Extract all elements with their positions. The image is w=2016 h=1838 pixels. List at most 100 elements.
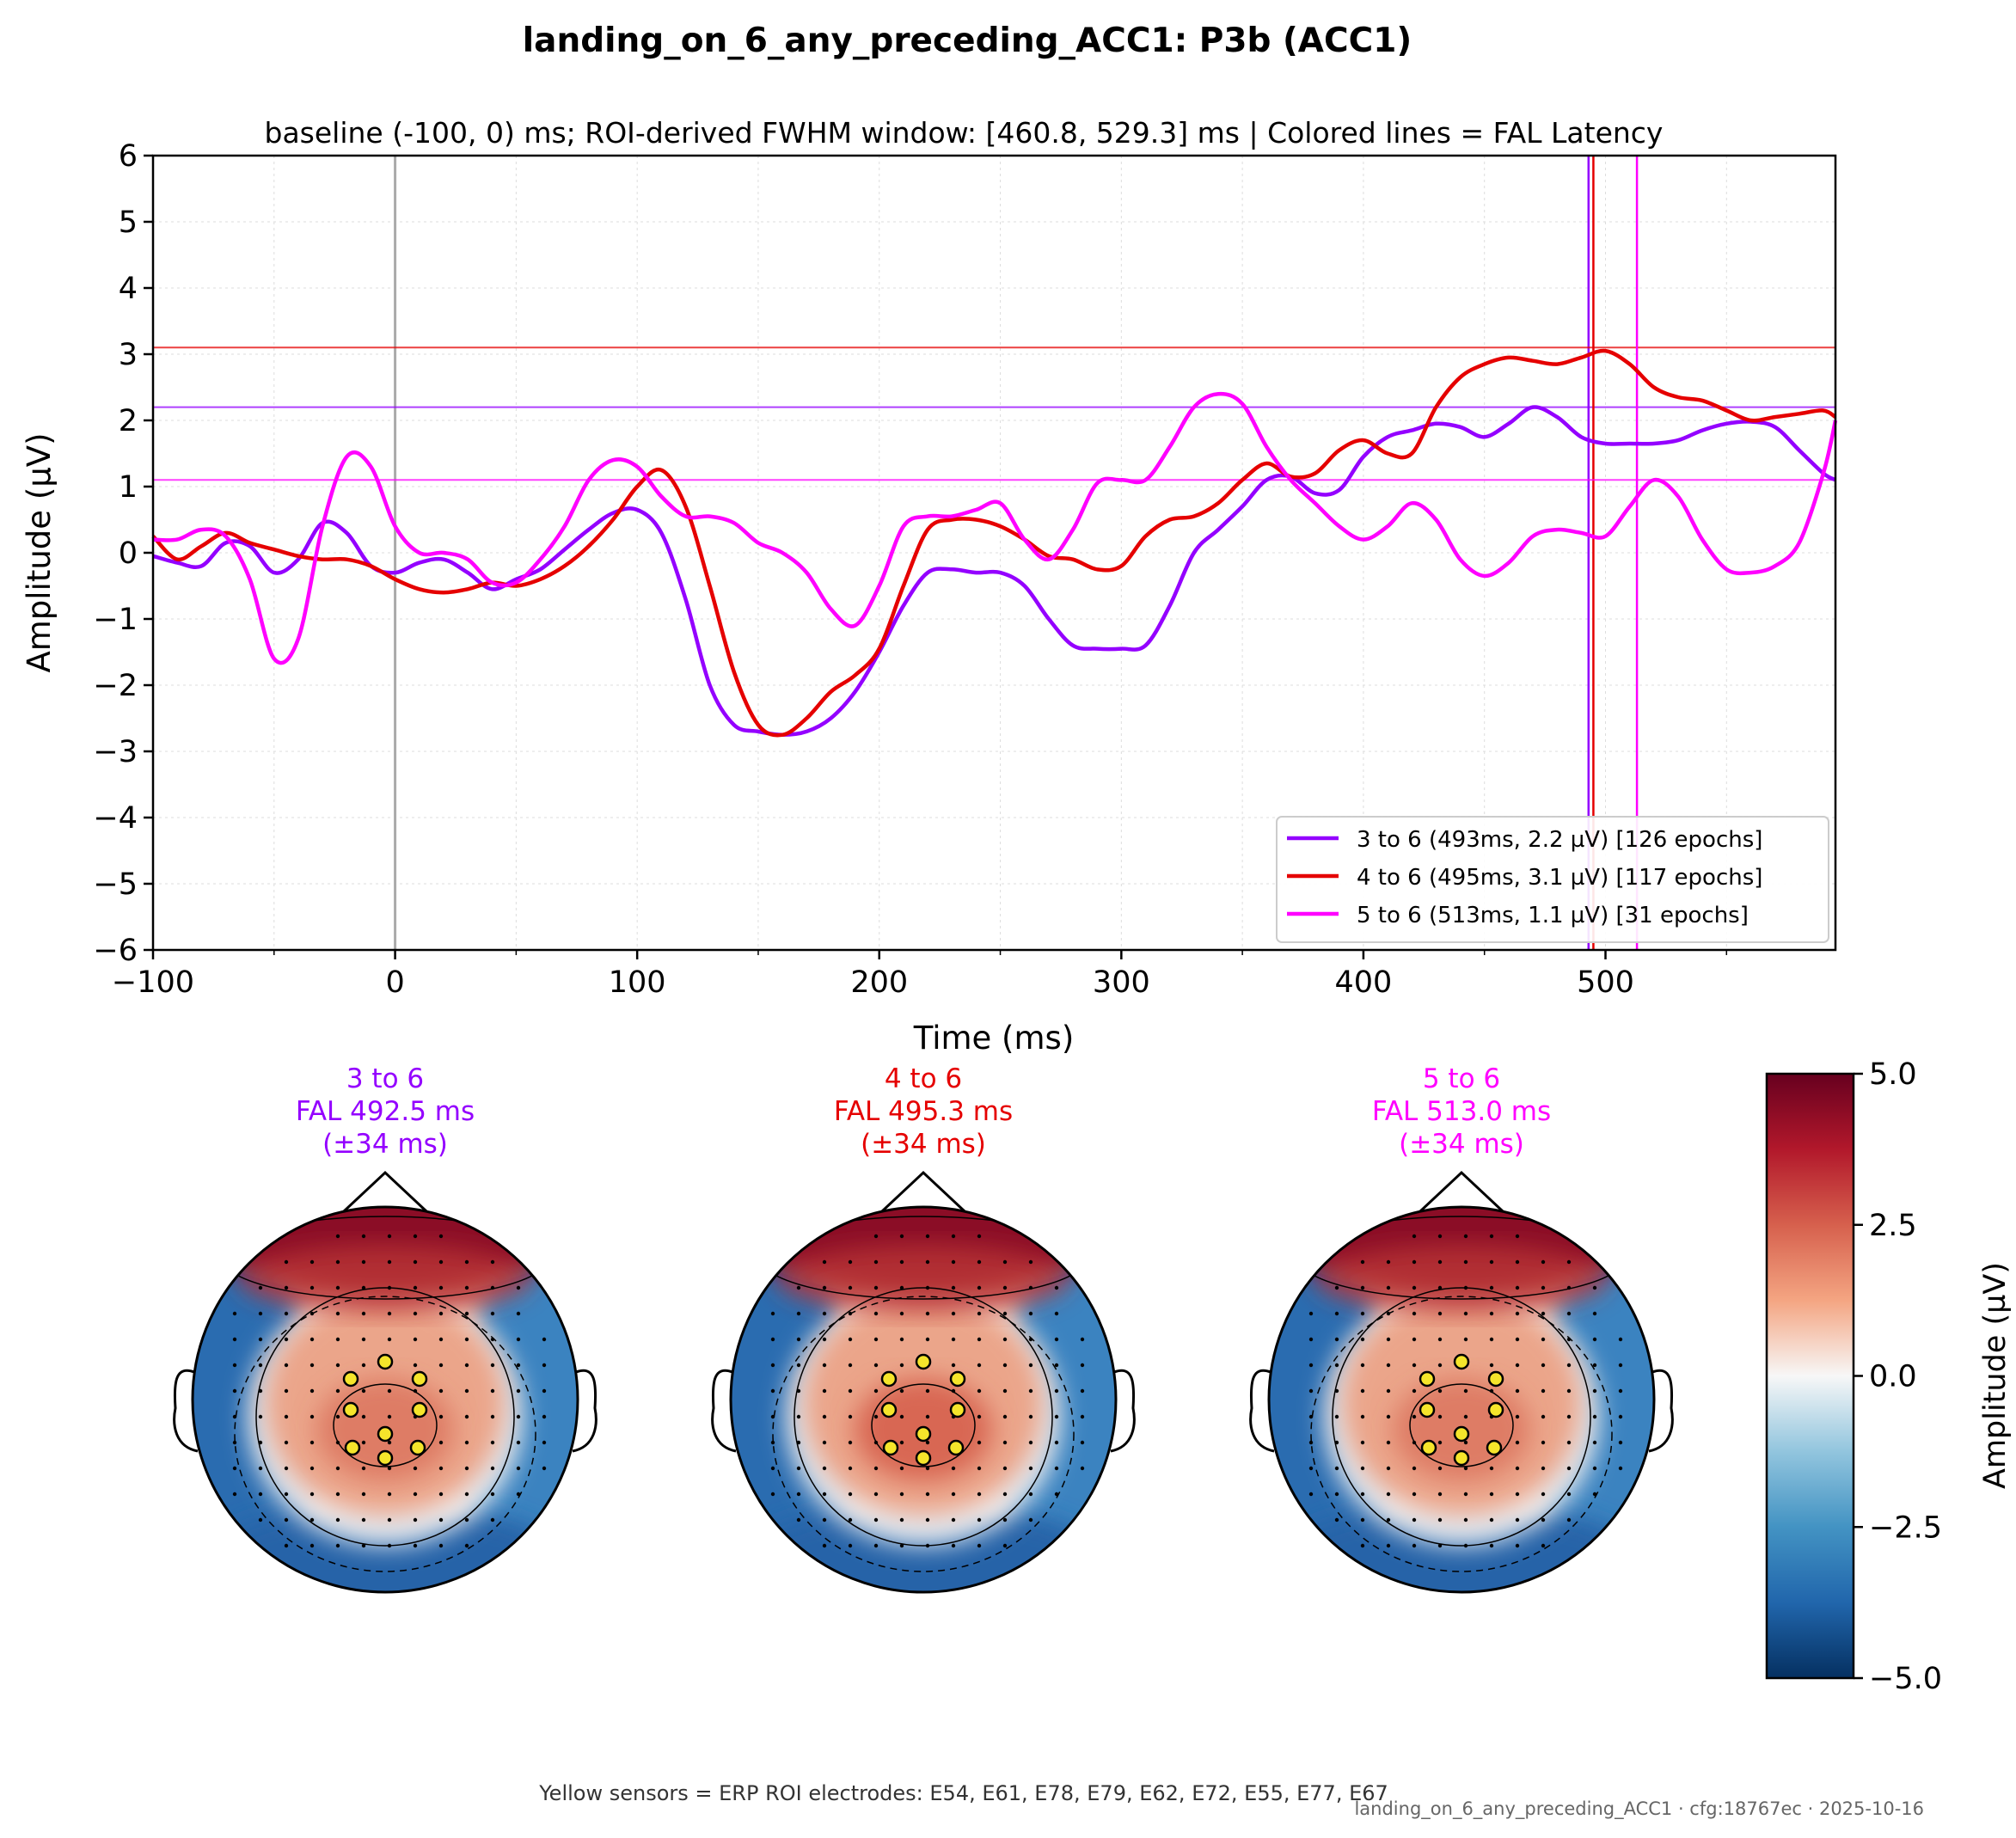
roi-sensor [377, 1353, 394, 1370]
sensor-dot [232, 1440, 237, 1445]
legend: 3 to 6 (493ms, 2.2 µV) [126 epochs] 4 to… [1276, 816, 1829, 943]
sensor-dot [1360, 1259, 1365, 1265]
sensor-dot [438, 1543, 444, 1548]
sensor-dot [361, 1363, 366, 1368]
sensor-dot [464, 1363, 469, 1368]
roi-sensor [1487, 1370, 1504, 1388]
sensor-dot [1489, 1492, 1494, 1497]
sensor-dot [516, 1440, 521, 1445]
sensor-dot [438, 1311, 444, 1316]
roi-sensor [949, 1370, 966, 1388]
sensor-dot [1334, 1311, 1339, 1316]
sensor-dot [1002, 1337, 1008, 1342]
sensor-dot [1054, 1285, 1059, 1290]
sensor-dot [464, 1492, 469, 1497]
sensor-dot [361, 1388, 366, 1394]
colorbar-ticks: 5.0 2.5 0.0 −2.5 −5.0 [1854, 1057, 1942, 1696]
topomap-title-line: FAL 492.5 ms [296, 1096, 475, 1127]
sensor-dot [490, 1440, 495, 1445]
sensor-dot [770, 1311, 775, 1316]
sensor-dot [1002, 1259, 1008, 1265]
head-ear-right [572, 1369, 597, 1453]
x-axis-label: Time (ms) [913, 1020, 1075, 1057]
sensor-dot [1386, 1388, 1391, 1394]
sensor-dot [1002, 1311, 1008, 1316]
sensor-dot [438, 1440, 444, 1445]
sensor-dot [1515, 1492, 1520, 1497]
sensor-dot [284, 1543, 289, 1548]
sensor-dot [542, 1466, 547, 1471]
sensor-dot [873, 1543, 879, 1548]
sensor-dot [873, 1259, 879, 1265]
sensor-dot [387, 1259, 392, 1265]
sensor-dot [542, 1414, 547, 1419]
sensor-dot [899, 1466, 904, 1471]
sensor-dot [1028, 1466, 1033, 1471]
sensor-dot [1028, 1414, 1033, 1419]
sensor-dot [438, 1414, 444, 1419]
sensor-dot [1618, 1440, 1623, 1445]
sensor-dot [873, 1517, 879, 1522]
sensor-dot [413, 1337, 418, 1342]
sensor-dot [516, 1388, 521, 1394]
sensor-dot [925, 1492, 930, 1497]
sensor-dot [542, 1440, 547, 1445]
sensor-dot [413, 1388, 418, 1394]
sensor-dot [1386, 1414, 1391, 1419]
sensor-dot [361, 1285, 366, 1290]
sensor-dot [873, 1388, 879, 1394]
sensor-dot [335, 1492, 340, 1497]
sensor-dot [848, 1363, 853, 1368]
sensor-dot [309, 1259, 315, 1265]
x-tick-label: 200 [850, 965, 908, 1000]
sensor-dot [413, 1285, 418, 1290]
series-line-3 [152, 391, 1838, 665]
topomap-title-line: (±34 ms) [861, 1129, 986, 1160]
roi-sensor [1453, 1353, 1470, 1370]
sensor-dot [873, 1363, 879, 1368]
sensor-dot [977, 1440, 982, 1445]
sensor-dot [1566, 1337, 1572, 1342]
sensor-dot [387, 1440, 392, 1445]
sensor-dot [951, 1388, 956, 1394]
sensor-dot [335, 1337, 340, 1342]
sensor-dot [1489, 1543, 1494, 1548]
sensor-dot [335, 1440, 340, 1445]
colorbar-tick-label: −2.5 [1869, 1510, 1942, 1545]
legend-entry-3: 5 to 6 (513ms, 1.1 µV) [31 epochs] [1357, 903, 1749, 928]
sensor-dot [1054, 1414, 1059, 1419]
sensor-dot [284, 1414, 289, 1419]
sensor-dot [1566, 1414, 1572, 1419]
sensor-dot [1080, 1363, 1085, 1368]
sensor-dot [1308, 1363, 1314, 1368]
sensor-dot [770, 1337, 775, 1342]
roi-sensor [377, 1425, 394, 1443]
sensor-dot [1437, 1440, 1443, 1445]
sensor-dot [309, 1492, 315, 1497]
colorbar-tick-label: 5.0 [1869, 1057, 1917, 1092]
topomap-field [731, 1207, 1116, 1592]
sensor-dot [516, 1311, 521, 1316]
positive-region-frontal-edge [239, 1245, 531, 1314]
roi-sensor [342, 1370, 359, 1388]
sensor-dot [1412, 1363, 1417, 1368]
roi-sensor [949, 1401, 966, 1418]
sensor-dot [1334, 1363, 1339, 1368]
sensor-dot [822, 1543, 827, 1548]
sensor-dot [822, 1363, 827, 1368]
sensor-dot [1541, 1517, 1546, 1522]
sensor-dot [1566, 1259, 1572, 1265]
sensor-dot [464, 1388, 469, 1394]
sensor-dot [1308, 1337, 1314, 1342]
sensor-dot [1386, 1311, 1391, 1316]
sensor-dot [258, 1414, 263, 1419]
sensor-dot [822, 1337, 827, 1342]
sensor-dot [413, 1543, 418, 1548]
sensor-dot [361, 1466, 366, 1471]
legend-entry-1: 3 to 6 (493ms, 2.2 µV) [126 epochs] [1357, 827, 1762, 853]
sensor-dot [1308, 1414, 1314, 1419]
sensor-dot [848, 1311, 853, 1316]
sensor-dot [490, 1388, 495, 1394]
sensor-dot [335, 1363, 340, 1368]
